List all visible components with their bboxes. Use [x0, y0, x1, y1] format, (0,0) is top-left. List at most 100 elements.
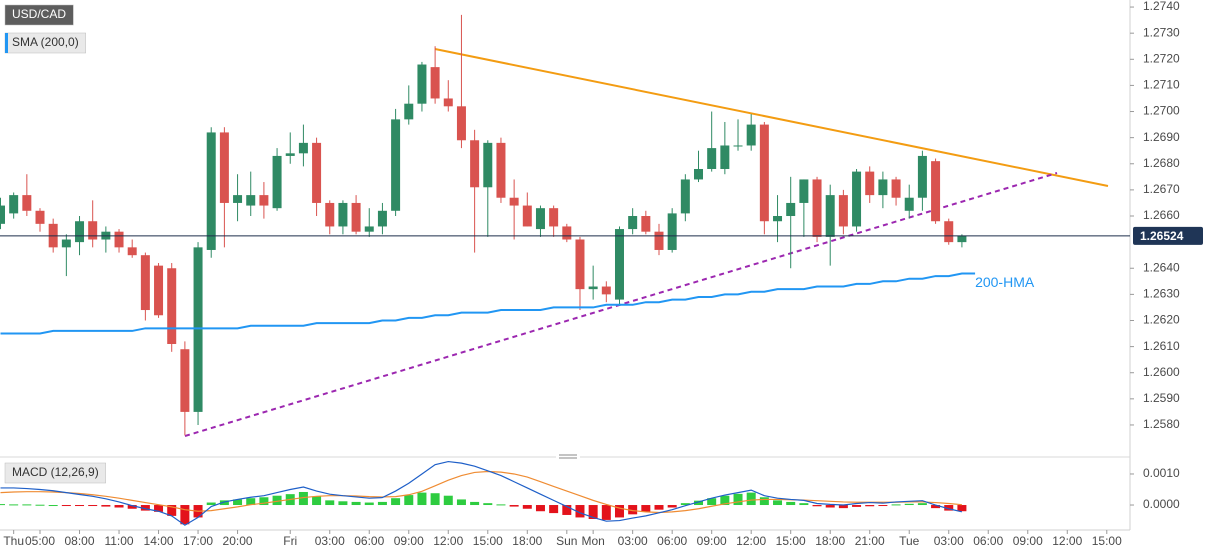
candle-body	[838, 195, 848, 227]
x-tick-label: 11:00	[104, 534, 133, 548]
candle-body	[654, 231, 664, 250]
histogram-bar	[773, 500, 783, 506]
candle-body	[180, 349, 190, 412]
x-tick-label: Mon	[581, 534, 604, 548]
candle-body	[522, 205, 532, 227]
x-tick-label: 15:00	[473, 534, 503, 548]
y-tick-label: 1.2670	[1143, 182, 1180, 196]
histogram-bar	[931, 505, 941, 509]
histogram-bar	[114, 505, 124, 508]
x-tick-label: Fri	[283, 534, 297, 548]
candle-body	[667, 213, 677, 250]
x-tick-label: Tue	[899, 534, 920, 548]
candle-body	[641, 216, 651, 232]
histogram-bar	[654, 505, 664, 510]
histogram-bar	[891, 504, 901, 506]
candle-body	[720, 145, 730, 169]
histogram-bar	[614, 505, 624, 518]
candle-body	[852, 171, 862, 227]
y-tick-label: 0.0010	[1143, 466, 1180, 480]
candle-body	[680, 179, 690, 214]
histogram-bar	[746, 492, 756, 506]
histogram-bar	[233, 499, 243, 506]
candle-body	[443, 98, 453, 107]
candle-body	[786, 202, 796, 217]
x-tick-label: 06:00	[973, 534, 1003, 548]
histogram-bar	[759, 497, 769, 506]
sma-line	[0, 272, 976, 335]
x-tick-label: 03:00	[315, 534, 345, 548]
grip-bg[interactable]	[556, 452, 580, 462]
last-price-tag	[1133, 226, 1203, 245]
candle-body	[812, 179, 822, 237]
resistance-trendline	[434, 48, 1109, 187]
x-tick-label: 09:00	[394, 534, 424, 548]
histogram-bar	[443, 495, 453, 506]
candle-body	[377, 210, 387, 227]
histogram-bar	[825, 505, 835, 508]
histogram-bar	[628, 505, 638, 515]
histogram-bar	[904, 503, 914, 506]
x-tick-label: 12:00	[1052, 534, 1082, 548]
candle-body	[259, 195, 269, 206]
histogram-bar	[667, 505, 677, 508]
candle-body	[483, 142, 493, 188]
histogram-bar	[272, 495, 282, 506]
candle-body	[601, 286, 611, 295]
candle-body	[417, 64, 427, 104]
histogram-bar	[0, 504, 5, 506]
histogram-bar	[641, 505, 651, 512]
macd-line	[0, 460, 963, 526]
histogram-bar	[838, 505, 848, 509]
y-tick-label: 1.2700	[1143, 104, 1180, 118]
histogram-bar	[865, 505, 875, 507]
y-tick-label: 1.2710	[1143, 78, 1180, 92]
histogram-bar	[470, 501, 480, 506]
legend-label: USD/CAD	[12, 7, 66, 21]
y-tick-label: 1.2580	[1143, 417, 1180, 431]
x-tick-label: 17:00	[183, 534, 213, 548]
histogram-bar	[733, 493, 743, 506]
x-tick-label: 12:00	[433, 534, 463, 548]
histogram-bar	[140, 505, 150, 511]
candle-body	[154, 265, 164, 316]
x-tick-label: Sun	[556, 534, 577, 548]
y-tick-label: 1.2680	[1143, 156, 1180, 170]
candle-body	[694, 168, 704, 180]
histogram-bar	[483, 503, 493, 506]
x-tick-label: 12:00	[736, 534, 766, 548]
histogram-bar	[588, 505, 598, 519]
candle-body	[733, 145, 743, 147]
candle-body	[75, 221, 85, 243]
histogram-bar	[812, 505, 822, 507]
histogram-bar	[219, 500, 229, 506]
x-tick-label: 03:00	[618, 534, 648, 548]
x-tick-label: 09:00	[697, 534, 727, 548]
candle-body	[430, 67, 440, 99]
candle-body	[0, 205, 5, 224]
candle-body	[88, 221, 98, 240]
histogram-bar	[404, 495, 414, 506]
candle-body	[456, 106, 466, 141]
panel-grip[interactable]	[556, 452, 580, 462]
y-tick-label: 1.2660	[1143, 208, 1180, 222]
histogram-bar	[957, 505, 967, 512]
histogram-bar	[338, 501, 348, 506]
candle-body	[588, 286, 598, 290]
legend-box	[4, 462, 106, 484]
x-tick-label: 03:00	[934, 534, 964, 548]
histogram-bar	[535, 505, 545, 512]
histogram-bar	[522, 505, 532, 509]
x-tick-label: 09:00	[1013, 534, 1043, 548]
sma-annotation: 200-HMA	[975, 274, 1035, 290]
x-tick-label: 15:00	[776, 534, 806, 548]
candle-body	[22, 195, 32, 211]
x-tick-label: 21:00	[855, 534, 885, 548]
histogram-bar	[364, 502, 374, 506]
candle-body	[35, 210, 45, 224]
histogram-bar	[549, 505, 559, 514]
histogram-bar	[377, 501, 387, 506]
histogram-bar	[720, 495, 730, 506]
candle-body	[404, 103, 414, 120]
histogram-bar	[35, 504, 45, 506]
